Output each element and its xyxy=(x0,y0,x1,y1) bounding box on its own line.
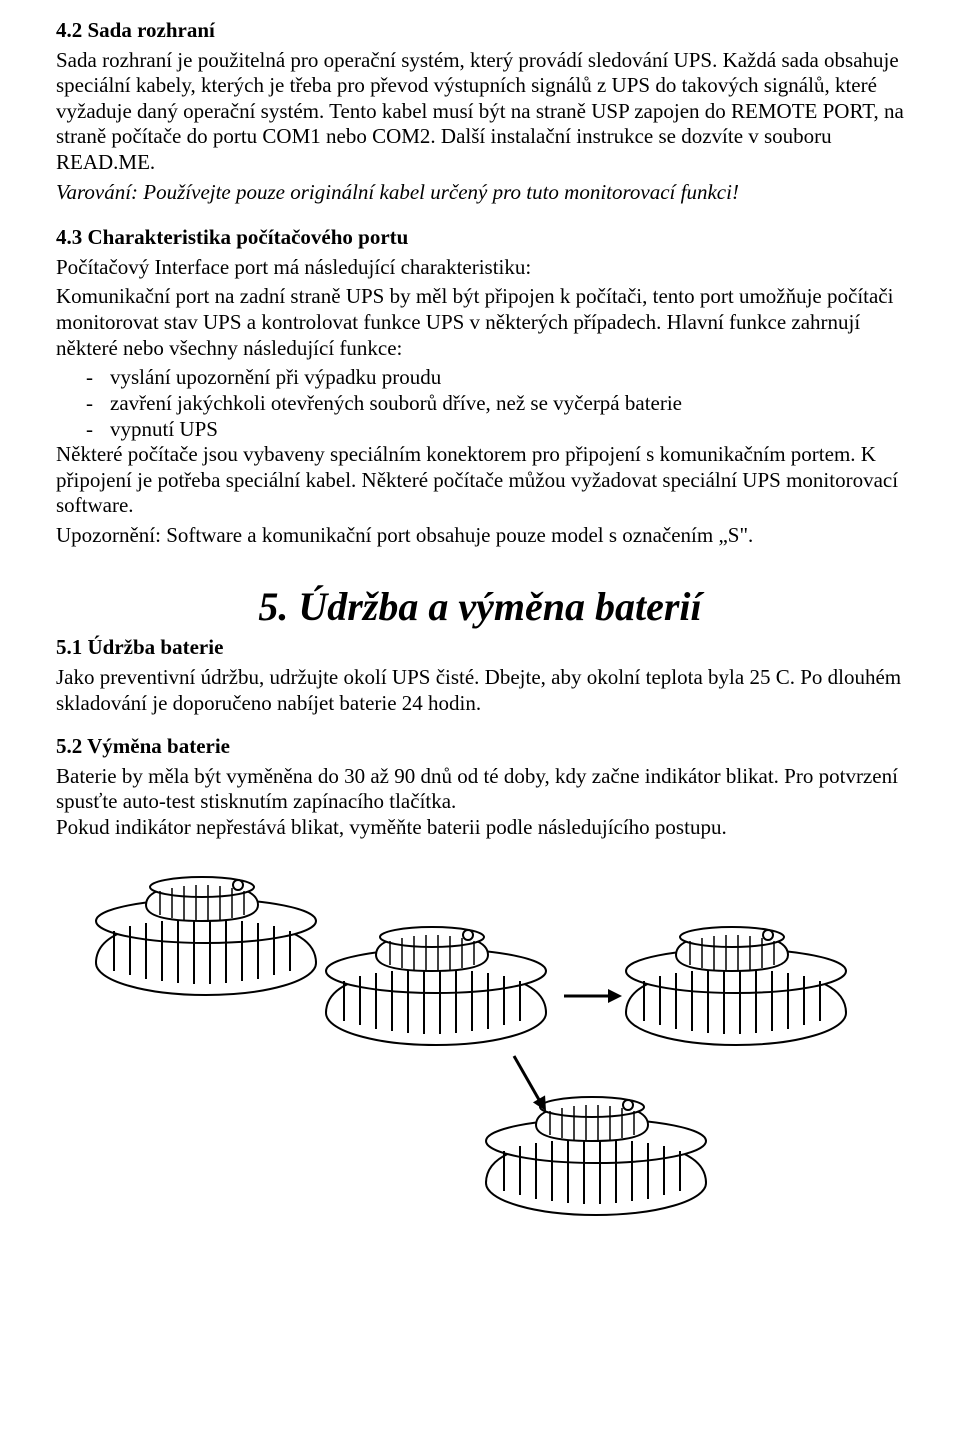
ups-unit-1-icon xyxy=(96,877,316,995)
bullet-item: vypnutí UPS xyxy=(56,417,904,443)
section-5: 5. Údržba a výměna baterií 5.1 Údržba ba… xyxy=(56,583,904,841)
arrow-right-icon xyxy=(564,989,622,1003)
section-4-3: 4.3 Charakteristika počítačového portu P… xyxy=(56,225,904,548)
section-4-3-bullets: vyslání upozornění při výpadku proudu za… xyxy=(56,365,904,442)
bullet-item: vyslání upozornění při výpadku proudu xyxy=(56,365,904,391)
section-4-3-heading: 4.3 Charakteristika počítačového portu xyxy=(56,225,408,249)
document-page: 4.2 Sada rozhraní Sada rozhraní je použi… xyxy=(0,0,960,1281)
section-4-2-warning: Varování: Používejte pouze originální ka… xyxy=(56,180,904,206)
battery-swap-svg xyxy=(56,861,904,1241)
battery-swap-illustration xyxy=(56,861,904,1241)
section-5-2-heading: 5.2 Výměna baterie xyxy=(56,734,230,758)
ups-unit-3-icon xyxy=(626,927,846,1045)
section-4-2-body: Sada rozhraní je použitelná pro operační… xyxy=(56,48,904,176)
section-5-title: 5. Údržba a výměna baterií xyxy=(56,583,904,632)
section-4-2-heading: 4.2 Sada rozhraní xyxy=(56,18,215,42)
section-4-3-body2: Některé počítače jsou vybaveny speciální… xyxy=(56,442,904,519)
section-4-3-note: Upozornění: Software a komunikační port … xyxy=(56,523,904,549)
section-5-2-body: Baterie by měla být vyměněna do 30 až 90… xyxy=(56,764,904,841)
ups-unit-4-icon xyxy=(486,1097,706,1215)
section-5-1-heading: 5.1 Údržba baterie xyxy=(56,635,223,659)
bullet-item: zavření jakýchkoli otevřených souborů dř… xyxy=(56,391,904,417)
ups-unit-2-icon xyxy=(326,927,546,1045)
section-4-3-intro: Počítačový Interface port má následující… xyxy=(56,255,904,281)
section-4-2: 4.2 Sada rozhraní Sada rozhraní je použi… xyxy=(56,18,904,205)
section-4-3-body1: Komunikační port na zadní straně UPS by … xyxy=(56,284,904,361)
section-5-1-body: Jako preventivní údržbu, udržujte okolí … xyxy=(56,665,904,716)
